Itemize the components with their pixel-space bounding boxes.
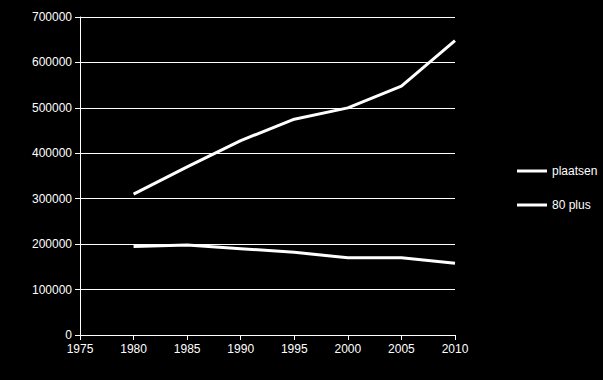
svg-text:2010: 2010 xyxy=(442,342,469,356)
svg-text:500000: 500000 xyxy=(32,101,72,115)
svg-text:1995: 1995 xyxy=(281,342,308,356)
svg-text:200000: 200000 xyxy=(32,237,72,251)
svg-text:1975: 1975 xyxy=(67,342,94,356)
svg-text:400000: 400000 xyxy=(32,146,72,160)
svg-text:100000: 100000 xyxy=(32,283,72,297)
svg-text:700000: 700000 xyxy=(32,10,72,24)
svg-text:600000: 600000 xyxy=(32,55,72,69)
svg-text:1990: 1990 xyxy=(227,342,254,356)
svg-text:plaatsen: plaatsen xyxy=(552,164,597,178)
svg-text:300000: 300000 xyxy=(32,192,72,206)
svg-text:2000: 2000 xyxy=(335,342,362,356)
svg-text:1980: 1980 xyxy=(120,342,147,356)
svg-text:0: 0 xyxy=(65,328,72,342)
svg-text:2005: 2005 xyxy=(388,342,415,356)
svg-text:1985: 1985 xyxy=(174,342,201,356)
svg-text:80 plus: 80 plus xyxy=(552,198,591,212)
